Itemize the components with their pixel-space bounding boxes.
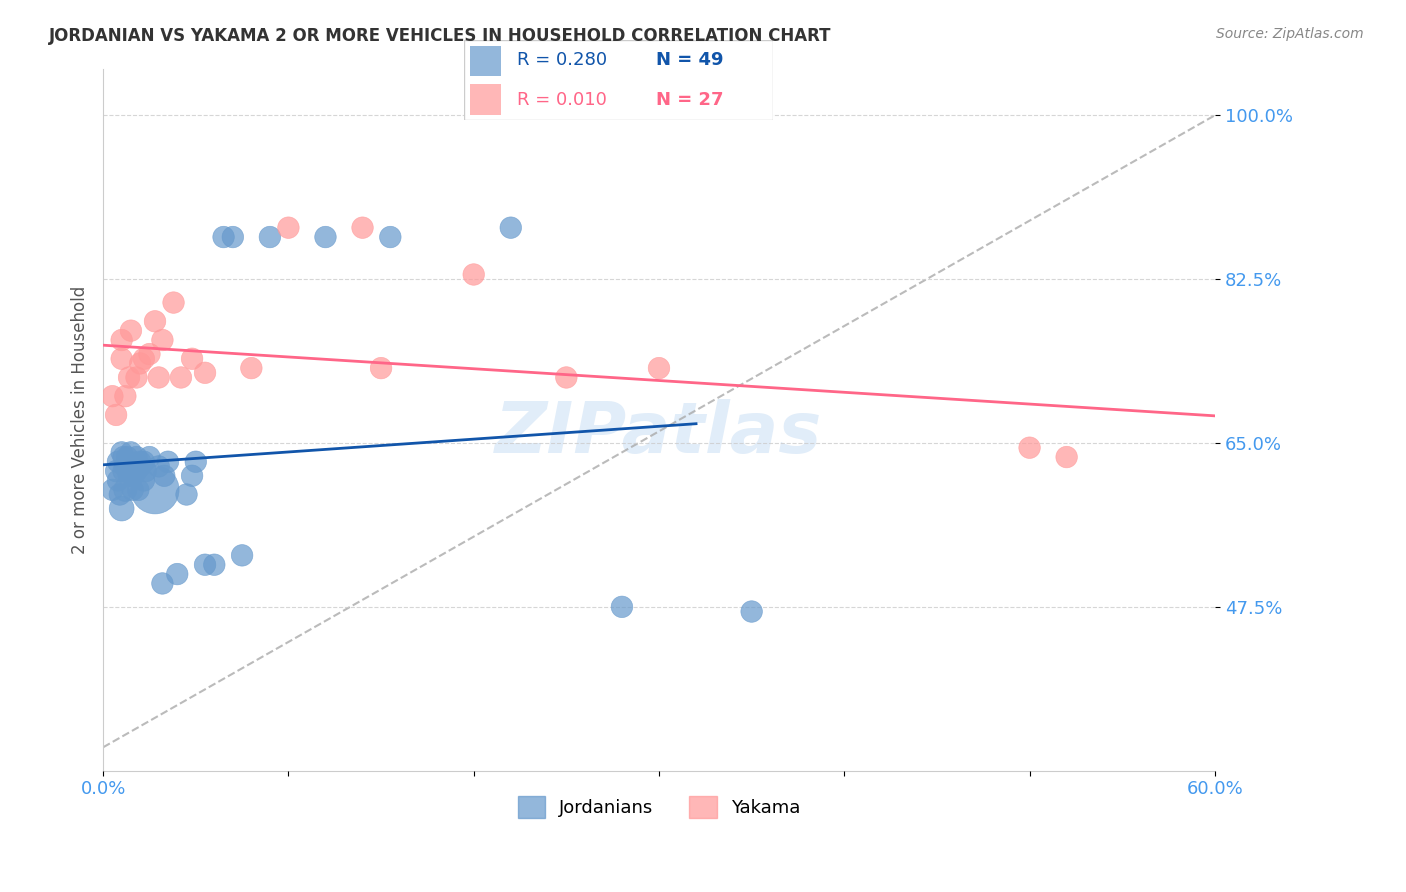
Point	[114, 389, 136, 403]
FancyBboxPatch shape	[464, 40, 773, 120]
Point	[111, 351, 134, 366]
Point	[202, 558, 225, 572]
Point	[138, 450, 160, 464]
Point	[222, 230, 245, 244]
Point	[138, 347, 160, 361]
Point	[105, 408, 128, 422]
Point	[129, 356, 152, 370]
Point	[212, 230, 235, 244]
Bar	[470, 45, 501, 77]
Y-axis label: 2 or more Vehicles in Household: 2 or more Vehicles in Household	[72, 285, 89, 554]
Point	[125, 450, 148, 464]
Point	[121, 468, 143, 483]
Point	[127, 483, 149, 497]
Legend: Jordanians, Yakama: Jordanians, Yakama	[510, 789, 807, 825]
Point	[194, 558, 217, 572]
Point	[111, 333, 134, 347]
Point	[259, 230, 281, 244]
Point	[181, 351, 204, 366]
Point	[132, 455, 155, 469]
Point	[115, 450, 138, 464]
Point	[135, 464, 157, 478]
Point	[114, 483, 136, 497]
Point	[153, 468, 176, 483]
Text: ZIPatlas: ZIPatlas	[495, 399, 823, 468]
Point	[166, 567, 188, 582]
Point	[108, 487, 131, 501]
Point	[111, 445, 134, 459]
Point	[115, 459, 138, 474]
Point	[120, 445, 142, 459]
Point	[463, 268, 485, 282]
Point	[152, 576, 174, 591]
Point	[610, 599, 633, 614]
Text: Source: ZipAtlas.com: Source: ZipAtlas.com	[1216, 27, 1364, 41]
Point	[370, 361, 392, 376]
Point	[125, 370, 148, 384]
Point	[132, 351, 155, 366]
Point	[1056, 450, 1078, 464]
Point	[132, 474, 155, 488]
Point	[111, 501, 134, 516]
Point	[231, 549, 253, 563]
Point	[352, 220, 374, 235]
Point	[143, 314, 166, 328]
Point	[120, 324, 142, 338]
Text: N = 27: N = 27	[655, 91, 723, 110]
Point	[741, 605, 763, 619]
Point	[148, 370, 170, 384]
Point	[112, 450, 135, 464]
Point	[118, 370, 141, 384]
Text: R = 0.280: R = 0.280	[516, 51, 607, 70]
Text: R = 0.010: R = 0.010	[516, 91, 606, 110]
Point	[314, 230, 336, 244]
Text: JORDANIAN VS YAKAMA 2 OR MORE VEHICLES IN HOUSEHOLD CORRELATION CHART: JORDANIAN VS YAKAMA 2 OR MORE VEHICLES I…	[49, 27, 832, 45]
Point	[112, 464, 135, 478]
Point	[118, 468, 141, 483]
Point	[118, 455, 141, 469]
Point	[101, 389, 124, 403]
Point	[240, 361, 263, 376]
Point	[162, 295, 184, 310]
Point	[101, 483, 124, 497]
Point	[143, 483, 166, 497]
Point	[107, 455, 129, 469]
Point	[648, 361, 671, 376]
Point	[156, 455, 179, 469]
Point	[148, 459, 170, 474]
Point	[152, 333, 174, 347]
Point	[380, 230, 402, 244]
Point	[555, 370, 578, 384]
Point	[125, 464, 148, 478]
Point	[120, 464, 142, 478]
Point	[129, 455, 152, 469]
Point	[181, 468, 204, 483]
Point	[121, 483, 143, 497]
Point	[105, 464, 128, 478]
Point	[170, 370, 193, 384]
Point	[114, 459, 136, 474]
Text: N = 49: N = 49	[655, 51, 723, 70]
Point	[1018, 441, 1040, 455]
Point	[194, 366, 217, 380]
Point	[277, 220, 299, 235]
Point	[184, 455, 207, 469]
Point	[499, 220, 522, 235]
Point	[129, 459, 152, 474]
Bar	[470, 85, 501, 115]
Point	[107, 474, 129, 488]
Point	[124, 464, 146, 478]
Point	[176, 487, 198, 501]
